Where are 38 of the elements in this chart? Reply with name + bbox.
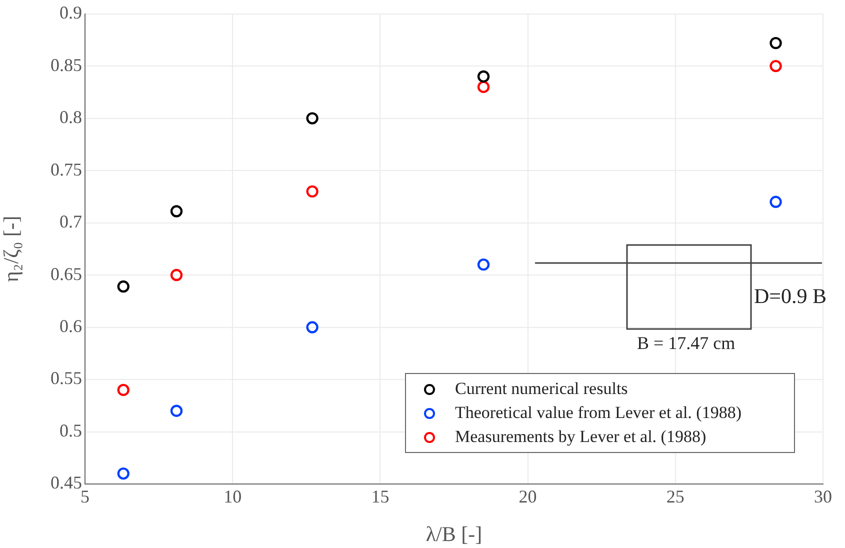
y-tick-label: 0.55 — [50, 368, 82, 388]
x-axis-title: λ/B [-] — [426, 522, 482, 546]
annotation: D=0.9 B — [754, 284, 827, 309]
point — [770, 196, 782, 208]
y-tick-label: 0.6 — [60, 316, 82, 336]
point — [477, 258, 490, 271]
y-tick-label: 0.5 — [60, 420, 82, 440]
point — [306, 321, 318, 334]
x-tick-label: 20 — [518, 486, 537, 507]
point — [477, 80, 490, 94]
point — [770, 36, 782, 50]
y-tick-label: 0.9 — [60, 2, 82, 23]
point — [170, 205, 183, 218]
point — [170, 404, 183, 417]
x-tick-label: 15 — [371, 486, 390, 507]
point — [306, 185, 318, 198]
x-tick-label: 5 — [80, 486, 90, 507]
y-tick-label: 0.85 — [50, 54, 82, 75]
x-tick-label: 25 — [666, 486, 684, 507]
point — [170, 268, 183, 282]
y-tick-label: 0.75 — [50, 159, 82, 180]
point — [306, 112, 318, 124]
point — [117, 384, 130, 396]
point — [117, 280, 130, 293]
legend-label: Current numerical results — [455, 379, 628, 399]
y-tick-label: 0.45 — [50, 472, 82, 493]
annotation: B = 17.47 cm — [637, 333, 736, 354]
point — [477, 70, 490, 83]
y-tick-label: 0.8 — [60, 107, 82, 128]
point — [117, 467, 130, 480]
x-tick-label: 30 — [814, 486, 832, 507]
x-tick-label: 10 — [224, 486, 242, 507]
y-axis-title: η₂/ζ₀ [-] — [0, 216, 24, 282]
y-tick-label: 0.65 — [50, 264, 82, 284]
point — [770, 60, 782, 72]
y-tick-label: 0.7 — [60, 212, 82, 232]
legend-label: Theoretical value from Lever et al. (1988) — [455, 403, 742, 423]
legend-label: Measurements by Lever et al. (1988) — [455, 427, 706, 447]
